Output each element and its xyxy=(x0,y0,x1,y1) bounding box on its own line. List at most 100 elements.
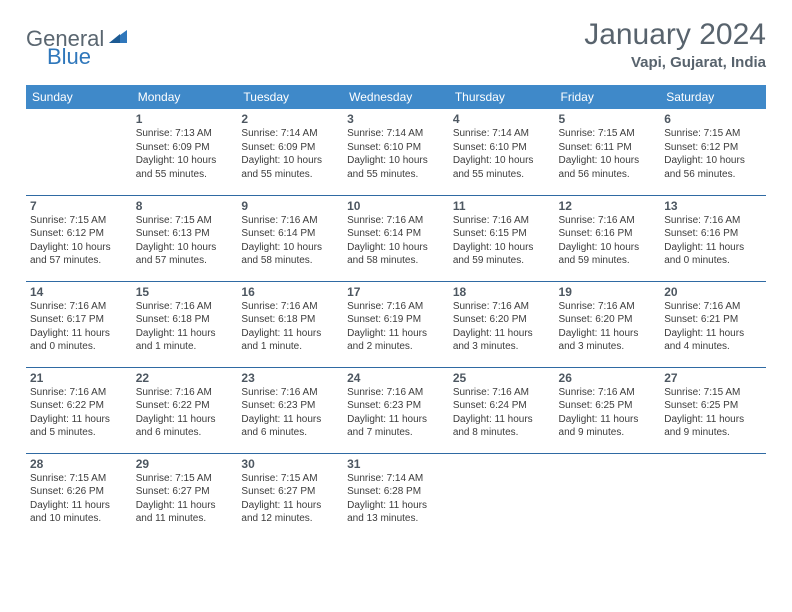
daylight-text: and 57 minutes. xyxy=(136,254,234,268)
calendar-day-cell: 12Sunrise: 7:16 AMSunset: 6:16 PMDayligh… xyxy=(555,195,661,281)
day-number: 29 xyxy=(136,457,234,471)
sunset-text: Sunset: 6:21 PM xyxy=(664,313,762,327)
sunset-text: Sunset: 6:20 PM xyxy=(559,313,657,327)
day-number: 6 xyxy=(664,112,762,126)
calendar-day-cell: 30Sunrise: 7:15 AMSunset: 6:27 PMDayligh… xyxy=(237,453,343,539)
sunrise-text: Sunrise: 7:15 AM xyxy=(136,214,234,228)
sunrise-text: Sunrise: 7:14 AM xyxy=(347,127,445,141)
sunset-text: Sunset: 6:22 PM xyxy=(136,399,234,413)
calendar-week-row: 21Sunrise: 7:16 AMSunset: 6:22 PMDayligh… xyxy=(26,367,766,453)
month-title: January 2024 xyxy=(584,18,766,52)
calendar-day-cell: 14Sunrise: 7:16 AMSunset: 6:17 PMDayligh… xyxy=(26,281,132,367)
sunrise-text: Sunrise: 7:15 AM xyxy=(664,127,762,141)
day-number: 2 xyxy=(241,112,339,126)
weekday-header: Thursday xyxy=(449,85,555,109)
calendar-week-row: 28Sunrise: 7:15 AMSunset: 6:26 PMDayligh… xyxy=(26,453,766,539)
sunrise-text: Sunrise: 7:16 AM xyxy=(30,386,128,400)
calendar-day-cell: 21Sunrise: 7:16 AMSunset: 6:22 PMDayligh… xyxy=(26,367,132,453)
daylight-text: and 9 minutes. xyxy=(559,426,657,440)
sunset-text: Sunset: 6:14 PM xyxy=(241,227,339,241)
day-number: 16 xyxy=(241,285,339,299)
calendar-day-cell: 13Sunrise: 7:16 AMSunset: 6:16 PMDayligh… xyxy=(660,195,766,281)
sunset-text: Sunset: 6:16 PM xyxy=(664,227,762,241)
daylight-text: and 57 minutes. xyxy=(30,254,128,268)
calendar-empty-cell xyxy=(555,453,661,539)
daylight-text: Daylight: 11 hours xyxy=(664,413,762,427)
daylight-text: Daylight: 10 hours xyxy=(136,241,234,255)
sunrise-text: Sunrise: 7:16 AM xyxy=(347,386,445,400)
sunrise-text: Sunrise: 7:14 AM xyxy=(347,472,445,486)
sunrise-text: Sunrise: 7:16 AM xyxy=(136,300,234,314)
day-number: 19 xyxy=(559,285,657,299)
sunset-text: Sunset: 6:28 PM xyxy=(347,485,445,499)
daylight-text: and 6 minutes. xyxy=(136,426,234,440)
sunrise-text: Sunrise: 7:16 AM xyxy=(241,386,339,400)
sunset-text: Sunset: 6:19 PM xyxy=(347,313,445,327)
sunset-text: Sunset: 6:25 PM xyxy=(664,399,762,413)
title-block: January 2024 Vapi, Gujarat, India xyxy=(584,18,766,71)
day-number: 20 xyxy=(664,285,762,299)
daylight-text: Daylight: 10 hours xyxy=(347,154,445,168)
day-number: 7 xyxy=(30,199,128,213)
calendar-day-cell: 20Sunrise: 7:16 AMSunset: 6:21 PMDayligh… xyxy=(660,281,766,367)
daylight-text: and 55 minutes. xyxy=(347,168,445,182)
calendar-day-cell: 16Sunrise: 7:16 AMSunset: 6:18 PMDayligh… xyxy=(237,281,343,367)
calendar-day-cell: 31Sunrise: 7:14 AMSunset: 6:28 PMDayligh… xyxy=(343,453,449,539)
day-number: 24 xyxy=(347,371,445,385)
sunset-text: Sunset: 6:13 PM xyxy=(136,227,234,241)
daylight-text: and 4 minutes. xyxy=(664,340,762,354)
daylight-text: and 56 minutes. xyxy=(664,168,762,182)
daylight-text: and 55 minutes. xyxy=(453,168,551,182)
day-number: 1 xyxy=(136,112,234,126)
daylight-text: and 1 minute. xyxy=(136,340,234,354)
daylight-text: and 10 minutes. xyxy=(30,512,128,526)
daylight-text: and 3 minutes. xyxy=(559,340,657,354)
sunrise-text: Sunrise: 7:16 AM xyxy=(453,214,551,228)
calendar-day-cell: 4Sunrise: 7:14 AMSunset: 6:10 PMDaylight… xyxy=(449,109,555,195)
sunrise-text: Sunrise: 7:16 AM xyxy=(664,300,762,314)
logo-text-blue: Blue xyxy=(47,44,91,69)
daylight-text: Daylight: 11 hours xyxy=(559,413,657,427)
daylight-text: Daylight: 11 hours xyxy=(664,241,762,255)
day-number: 5 xyxy=(559,112,657,126)
daylight-text: Daylight: 11 hours xyxy=(347,499,445,513)
sunset-text: Sunset: 6:27 PM xyxy=(241,485,339,499)
calendar-day-cell: 26Sunrise: 7:16 AMSunset: 6:25 PMDayligh… xyxy=(555,367,661,453)
calendar-day-cell: 28Sunrise: 7:15 AMSunset: 6:26 PMDayligh… xyxy=(26,453,132,539)
sunrise-text: Sunrise: 7:15 AM xyxy=(559,127,657,141)
calendar-header-row: SundayMondayTuesdayWednesdayThursdayFrid… xyxy=(26,85,766,109)
daylight-text: Daylight: 11 hours xyxy=(136,327,234,341)
calendar-empty-cell xyxy=(26,109,132,195)
sunset-text: Sunset: 6:18 PM xyxy=(241,313,339,327)
daylight-text: Daylight: 11 hours xyxy=(241,499,339,513)
daylight-text: Daylight: 11 hours xyxy=(30,327,128,341)
sunset-text: Sunset: 6:27 PM xyxy=(136,485,234,499)
daylight-text: and 58 minutes. xyxy=(347,254,445,268)
sunset-text: Sunset: 6:10 PM xyxy=(347,141,445,155)
daylight-text: and 8 minutes. xyxy=(453,426,551,440)
day-number: 4 xyxy=(453,112,551,126)
day-number: 9 xyxy=(241,199,339,213)
day-number: 8 xyxy=(136,199,234,213)
daylight-text: Daylight: 11 hours xyxy=(30,499,128,513)
sunset-text: Sunset: 6:14 PM xyxy=(347,227,445,241)
daylight-text: and 5 minutes. xyxy=(30,426,128,440)
sunset-text: Sunset: 6:15 PM xyxy=(453,227,551,241)
calendar-day-cell: 27Sunrise: 7:15 AMSunset: 6:25 PMDayligh… xyxy=(660,367,766,453)
daylight-text: and 6 minutes. xyxy=(241,426,339,440)
day-number: 12 xyxy=(559,199,657,213)
day-number: 28 xyxy=(30,457,128,471)
calendar-day-cell: 5Sunrise: 7:15 AMSunset: 6:11 PMDaylight… xyxy=(555,109,661,195)
daylight-text: and 0 minutes. xyxy=(30,340,128,354)
calendar-day-cell: 18Sunrise: 7:16 AMSunset: 6:20 PMDayligh… xyxy=(449,281,555,367)
sunset-text: Sunset: 6:09 PM xyxy=(136,141,234,155)
daylight-text: and 59 minutes. xyxy=(559,254,657,268)
calendar-day-cell: 3Sunrise: 7:14 AMSunset: 6:10 PMDaylight… xyxy=(343,109,449,195)
daylight-text: Daylight: 10 hours xyxy=(559,154,657,168)
daylight-text: and 56 minutes. xyxy=(559,168,657,182)
sunset-text: Sunset: 6:16 PM xyxy=(559,227,657,241)
calendar-day-cell: 8Sunrise: 7:15 AMSunset: 6:13 PMDaylight… xyxy=(132,195,238,281)
daylight-text: and 13 minutes. xyxy=(347,512,445,526)
daylight-text: Daylight: 10 hours xyxy=(347,241,445,255)
calendar-day-cell: 17Sunrise: 7:16 AMSunset: 6:19 PMDayligh… xyxy=(343,281,449,367)
